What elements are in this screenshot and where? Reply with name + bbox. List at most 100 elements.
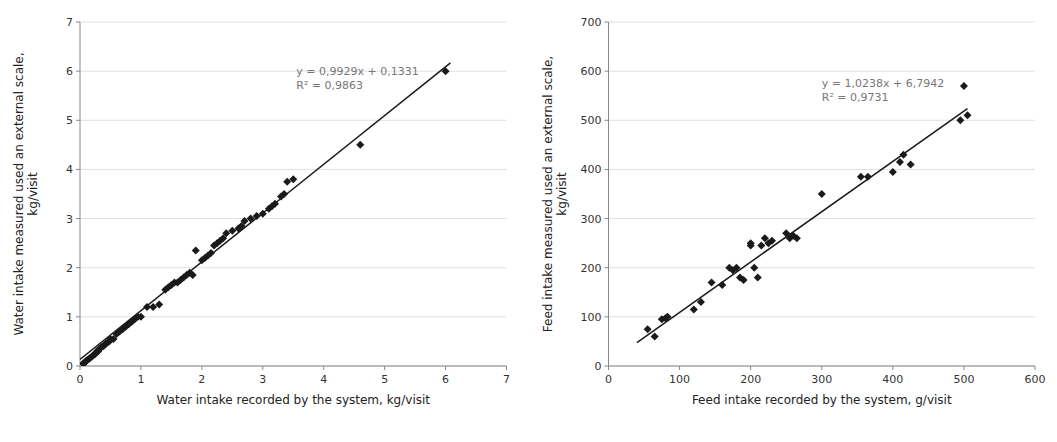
grid-line: [609, 71, 1036, 72]
x-tick-label: 0: [605, 373, 612, 386]
grid-line: [80, 267, 507, 268]
x-tick-label: 0: [77, 373, 84, 386]
y-tick: [605, 22, 609, 23]
x-tick-label: 400: [882, 373, 903, 386]
y-tick-label: 5: [66, 114, 73, 127]
x-axis-line: [80, 366, 507, 367]
fit-line: [637, 109, 968, 343]
y-tick-label: 500: [581, 114, 602, 127]
y-tick-label: 2: [66, 262, 73, 275]
x-tick: [506, 366, 507, 370]
y-tick: [605, 169, 609, 170]
data-point: [793, 234, 801, 242]
y-tick-label: 200: [581, 262, 602, 275]
y-tick: [76, 71, 80, 72]
plot-area: [637, 82, 972, 343]
x-tick-label: 5: [381, 373, 388, 386]
annotation: y = 1,0238x + 6,7942R² = 0,9731: [822, 77, 944, 104]
x-axis-label: Water intake recorded by the system, kg/…: [156, 393, 430, 407]
data-point: [907, 161, 915, 169]
y-tick-label: 1: [66, 311, 73, 324]
y-tick-label: 0: [595, 360, 602, 373]
data-point: [740, 276, 748, 284]
data-point: [750, 264, 758, 272]
x-tick: [608, 366, 609, 370]
x-tick-label: 3: [259, 373, 266, 386]
x-tick-label: 4: [320, 373, 327, 386]
chart-canvas: 0123456701234567Water intake recorded by…: [0, 0, 1057, 442]
x-tick: [1035, 366, 1036, 370]
y-tick-label: 3: [66, 213, 73, 226]
plot-area: [80, 63, 450, 366]
y-axis-label-line: Feed intake measured used an external sc…: [541, 56, 555, 332]
data-point: [768, 237, 776, 245]
y-axis-line: [608, 22, 609, 366]
x-tick: [892, 366, 893, 370]
annotation-line: y = 0,9929x + 0,1331: [296, 65, 418, 78]
x-tick: [679, 366, 680, 370]
annotation-line: R² = 0,9863: [296, 79, 363, 92]
x-tick-label: 2: [198, 373, 205, 386]
x-tick-label: 1: [137, 373, 144, 386]
y-tick: [605, 71, 609, 72]
y-tick: [76, 120, 80, 121]
grid-line: [80, 169, 507, 170]
x-tick: [445, 366, 446, 370]
y-tick: [76, 218, 80, 219]
y-tick: [76, 169, 80, 170]
y-axis-label-line: kg/visit: [555, 172, 569, 216]
x-tick-label: 300: [811, 373, 832, 386]
x-tick: [140, 366, 141, 370]
y-tick: [605, 218, 609, 219]
y-axis-label: Water intake measured used an external s…: [12, 52, 40, 335]
y-tick-label: 4: [66, 163, 73, 176]
data-point: [818, 190, 826, 198]
y-tick-label: 700: [581, 16, 602, 29]
annotation-line: y = 1,0238x + 6,7942: [822, 77, 944, 90]
data-point: [956, 116, 964, 124]
data-point: [747, 242, 755, 250]
y-tick: [605, 316, 609, 317]
y-tick: [76, 316, 80, 317]
data-point: [137, 313, 145, 321]
x-tick-label: 500: [953, 373, 974, 386]
grid-line: [80, 218, 507, 219]
data-point: [155, 301, 163, 309]
data-point: [690, 305, 698, 313]
x-tick-label: 7: [503, 373, 510, 386]
data-point: [889, 168, 897, 176]
y-tick-label: 300: [581, 213, 602, 226]
data-point: [192, 247, 200, 255]
x-tick: [750, 366, 751, 370]
data-point: [289, 175, 297, 183]
y-tick: [605, 267, 609, 268]
data-point: [960, 82, 968, 90]
y-tick: [76, 267, 80, 268]
y-tick: [605, 366, 609, 367]
y-tick-label: 400: [581, 163, 602, 176]
x-tick: [963, 366, 964, 370]
annotation: y = 0,9929x + 0,1331R² = 0,9863: [296, 65, 418, 92]
y-axis-label-line: kg/visit: [26, 172, 40, 216]
y-tick: [76, 366, 80, 367]
grid-line: [609, 120, 1036, 121]
y-tick: [76, 22, 80, 23]
x-tick: [323, 366, 324, 370]
x-tick: [384, 366, 385, 370]
x-axis-label: Feed intake recorded by the system, g/vi…: [692, 393, 952, 407]
chart-panel: 0123456701234567Water intake recorded by…: [12, 16, 510, 407]
x-tick-label: 200: [740, 373, 761, 386]
y-tick-label: 100: [581, 311, 602, 324]
data-point: [708, 278, 716, 286]
y-tick: [605, 120, 609, 121]
data-point: [644, 325, 652, 333]
grid-line: [80, 120, 507, 121]
x-tick: [201, 366, 202, 370]
data-point: [754, 274, 762, 282]
data-point: [857, 173, 865, 181]
x-tick: [262, 366, 263, 370]
x-tick-label: 100: [669, 373, 690, 386]
data-point: [356, 141, 364, 149]
y-tick-label: 600: [581, 65, 602, 78]
x-tick-label: 600: [1025, 373, 1046, 386]
